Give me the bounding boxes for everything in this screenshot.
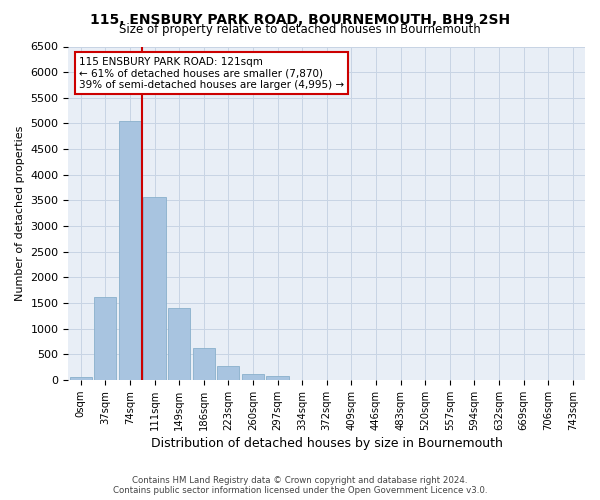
- Bar: [70, 378, 92, 380]
- Text: 115 ENSBURY PARK ROAD: 121sqm
← 61% of detached houses are smaller (7,870)
39% o: 115 ENSBURY PARK ROAD: 121sqm ← 61% of d…: [79, 56, 344, 90]
- Bar: [242, 374, 264, 380]
- Bar: [217, 366, 239, 380]
- Bar: [193, 348, 215, 380]
- Text: Size of property relative to detached houses in Bournemouth: Size of property relative to detached ho…: [119, 22, 481, 36]
- Bar: [119, 121, 141, 380]
- Bar: [266, 376, 289, 380]
- Bar: [168, 308, 190, 380]
- X-axis label: Distribution of detached houses by size in Bournemouth: Distribution of detached houses by size …: [151, 437, 503, 450]
- Text: 115, ENSBURY PARK ROAD, BOURNEMOUTH, BH9 2SH: 115, ENSBURY PARK ROAD, BOURNEMOUTH, BH9…: [90, 12, 510, 26]
- Text: Contains HM Land Registry data © Crown copyright and database right 2024.
Contai: Contains HM Land Registry data © Crown c…: [113, 476, 487, 495]
- Bar: [143, 197, 166, 380]
- Y-axis label: Number of detached properties: Number of detached properties: [15, 126, 25, 301]
- Bar: [94, 297, 116, 380]
